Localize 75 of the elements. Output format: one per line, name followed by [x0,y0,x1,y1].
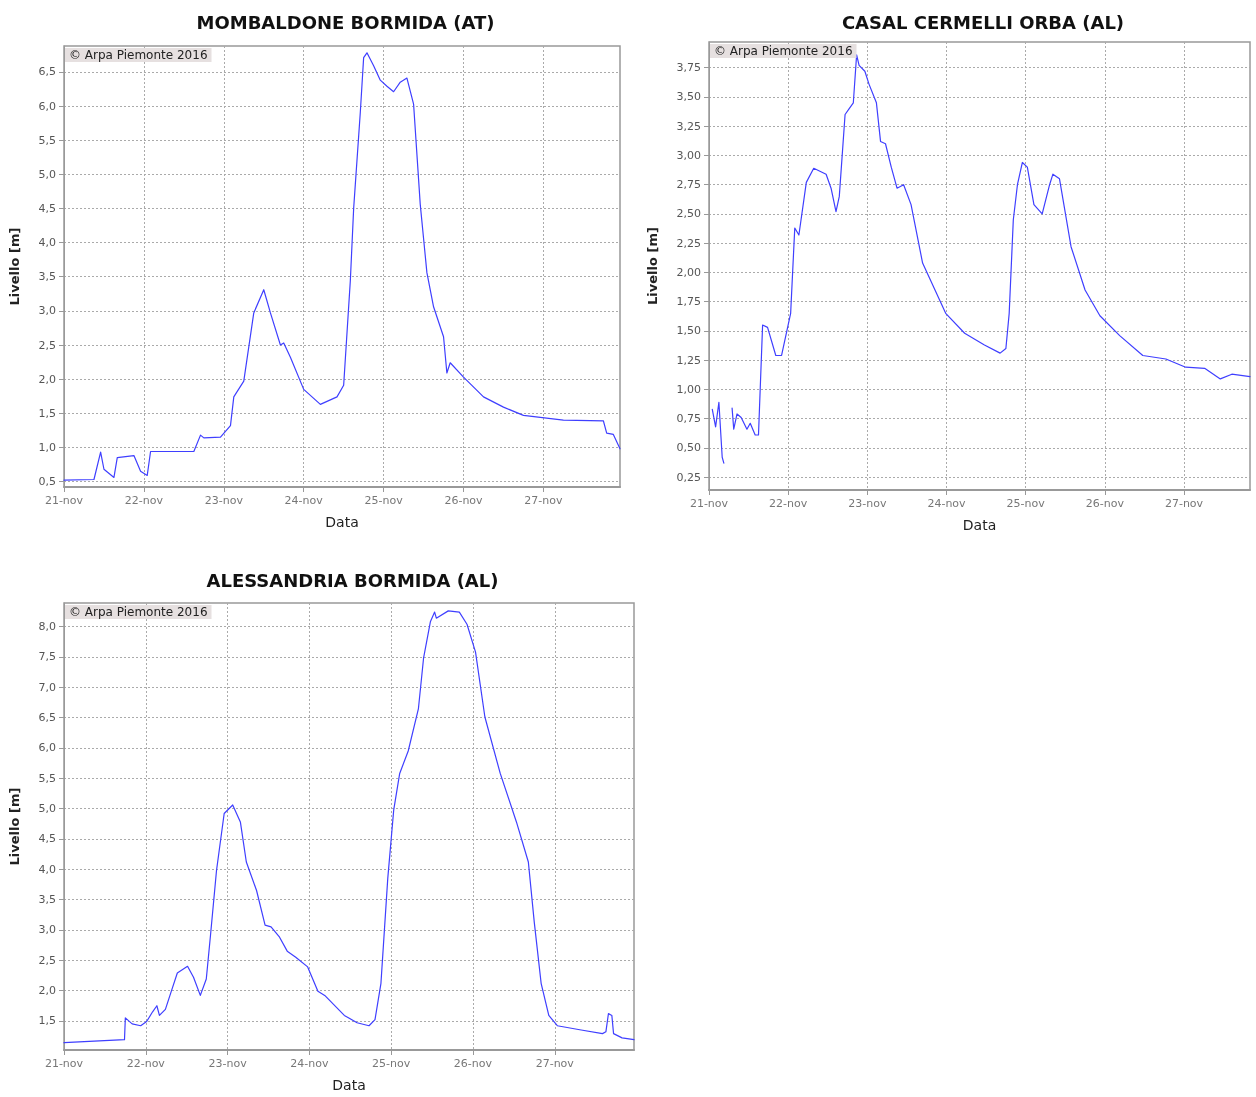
y-tick-label: 5,0 [38,167,56,181]
y-axis-title: Livello [m] [7,227,22,306]
y-tick-label: 2,0 [38,372,56,386]
y-tick-label: 2,00 [676,265,701,279]
annotation: © Arpa Piemonte 2016 [714,44,853,58]
y-tick-label: 1,00 [676,382,701,396]
y-tick-label: 6,0 [38,99,56,113]
y-tick-label: 8,0 [38,620,56,634]
y-tick-label: 3,75 [676,61,701,75]
x-tick-label: 22-nov [126,1057,166,1070]
y-tick-label: 5,5 [38,133,56,147]
y-tick-label: 3,5 [38,270,56,284]
chart-title: CASAL CERMELLI ORBA (AL) [841,11,1125,33]
y-tick-label: 4,0 [38,862,56,876]
y-tick-label: 2,50 [676,207,701,221]
y-tick-label: 0,50 [676,441,701,455]
y-tick-label: 4,5 [38,832,56,846]
annotation: © Arpa Piemonte 2016 [69,48,208,62]
x-tick-label: 23-nov [204,494,244,507]
y-tick-label: 3,0 [38,304,56,318]
y-tick-label: 5,0 [38,802,56,816]
x-tick-label: 25-nov [1006,497,1046,510]
x-axis-title: Data [332,1077,366,1093]
y-tick-label: 6,0 [38,741,56,755]
y-tick-label: 3,0 [38,923,56,937]
x-tick-label: 27-nov [524,494,563,507]
x-tick-label: 23-nov [208,1057,248,1070]
x-tick-label: 21-nov [689,497,729,510]
y-tick-label: 6,5 [38,65,56,79]
x-tick-label: 25-nov [364,494,404,507]
y-tick-label: 4,0 [38,236,56,250]
y-tick-label: 7,5 [38,650,56,664]
chart-title: MOMBALDONE BORMIDA (AT) [196,11,495,33]
x-tick-label: 26-nov [1085,497,1125,510]
y-tick-label: 3,50 [676,90,701,104]
x-tick-label: 26-nov [444,494,484,507]
x-axis-title: Data [962,517,997,533]
y-tick-label: 1,50 [676,324,701,338]
y-tick-label: 5,5 [38,771,56,785]
x-tick-label: 24-nov [284,494,324,507]
y-tick-label: 1,0 [38,440,56,454]
x-axis-title: Data [325,514,359,530]
y-tick-label: 1,75 [676,295,701,309]
x-tick-label: 26-nov [453,1057,493,1070]
y-tick-label: 2,75 [676,178,701,192]
x-tick-label: 21-nov [44,1057,84,1070]
x-tick-label: 22-nov [124,494,164,507]
annotation: © Arpa Piemonte 2016 [69,605,208,619]
y-tick-label: 2,0 [38,984,56,998]
y-axis-title: Livello [m] [645,227,660,305]
y-tick-label: 1,5 [38,406,56,420]
y-tick-label: 3,00 [676,148,701,162]
y-tick-label: 2,25 [676,236,701,250]
x-tick-label: 21-nov [44,494,84,507]
y-tick-label: 0,75 [676,412,701,426]
y-axis-title: Livello [m] [7,787,22,866]
x-tick-label: 25-nov [372,1057,411,1070]
x-tick-label: 22-nov [769,497,808,510]
y-tick-label: 6,5 [38,711,56,725]
y-tick-label: 2,5 [38,953,56,967]
x-tick-label: 27-nov [1164,497,1204,510]
y-tick-label: 0,5 [38,475,56,489]
chart-title: ALESSANDRIA BORMIDA (AL) [206,569,499,591]
x-tick-label: 23-nov [848,497,887,510]
y-tick-label: 0,25 [676,470,701,484]
y-tick-label: 1,25 [676,353,701,367]
y-tick-label: 4,5 [38,201,56,215]
y-tick-label: 3,5 [38,893,56,907]
y-tick-label: 3,25 [676,119,701,133]
x-tick-label: 24-nov [927,497,967,510]
y-tick-label: 7,0 [38,680,56,694]
x-tick-label: 27-nov [535,1057,575,1070]
y-tick-label: 1,5 [38,1014,56,1028]
x-tick-label: 24-nov [290,1057,329,1070]
y-tick-label: 2,5 [38,338,56,352]
